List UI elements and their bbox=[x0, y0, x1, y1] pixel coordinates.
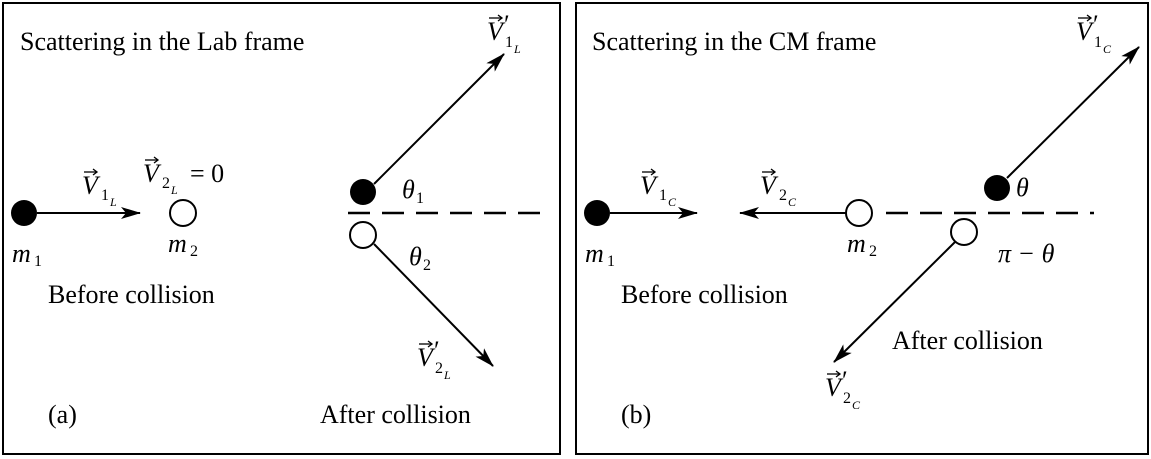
panel-a-before-caption: Before collision bbox=[48, 280, 215, 309]
theta2-label: θ 2 bbox=[409, 242, 431, 274]
svg-text:L: L bbox=[513, 42, 521, 56]
svg-text:L: L bbox=[443, 368, 451, 382]
v2-before-label: V 2 C bbox=[760, 168, 797, 209]
svg-text:2: 2 bbox=[162, 175, 170, 192]
m1-label: m 1 bbox=[12, 239, 42, 270]
v1-after-label: V ′ 1 L bbox=[487, 10, 521, 56]
svg-text:L: L bbox=[109, 195, 117, 209]
m1-particle-after bbox=[984, 175, 1010, 201]
v2-after-label: V ′ 2 L bbox=[417, 336, 451, 382]
svg-text:2: 2 bbox=[843, 390, 851, 407]
svg-text:V: V bbox=[143, 159, 162, 188]
panel-cm-frame: Scattering in the CM frame m 1 m 2 V 1 C… bbox=[575, 2, 1149, 455]
m1-particle-before bbox=[584, 200, 610, 226]
svg-text:′: ′ bbox=[434, 336, 440, 365]
m1-particle-after bbox=[350, 179, 376, 205]
svg-text:V: V bbox=[487, 17, 506, 46]
svg-text:1: 1 bbox=[101, 187, 109, 204]
svg-text:V: V bbox=[640, 171, 659, 200]
svg-text:V: V bbox=[825, 373, 844, 402]
theta-label: θ bbox=[1016, 173, 1029, 202]
panel-a-title: Scattering in the Lab frame bbox=[20, 27, 304, 56]
v1-after-arrow bbox=[373, 53, 505, 185]
svg-text:2: 2 bbox=[190, 243, 198, 260]
svg-text:C: C bbox=[668, 195, 677, 209]
panel-b-border bbox=[575, 2, 1149, 455]
svg-text:θ: θ bbox=[409, 242, 422, 271]
svg-text:′: ′ bbox=[842, 366, 848, 395]
m1-particle-before bbox=[11, 200, 37, 226]
panel-lab-frame: Scattering in the Lab frame m 1 m 2 V 1 … bbox=[2, 2, 561, 455]
svg-text:2: 2 bbox=[869, 243, 877, 260]
m2-label: m 2 bbox=[847, 229, 877, 260]
panel-b-label: (b) bbox=[621, 400, 651, 429]
svg-text:1: 1 bbox=[416, 190, 424, 207]
svg-text:V: V bbox=[417, 343, 436, 372]
svg-text:V: V bbox=[1076, 17, 1095, 46]
m2-particle-before bbox=[169, 199, 197, 227]
panel-a-border bbox=[2, 2, 561, 455]
svg-text:2: 2 bbox=[435, 360, 443, 377]
svg-text:θ: θ bbox=[402, 175, 415, 204]
m2-label: m 2 bbox=[168, 229, 198, 260]
svg-text:= 0: = 0 bbox=[190, 159, 224, 188]
svg-text:m: m bbox=[585, 239, 604, 268]
svg-text:m: m bbox=[847, 229, 866, 258]
pi-minus-theta-label: π − θ bbox=[998, 239, 1055, 268]
svg-text:m: m bbox=[12, 239, 31, 268]
v2-after-arrow bbox=[373, 243, 494, 367]
m2-particle-after bbox=[950, 218, 978, 246]
m1-label: m 1 bbox=[585, 239, 615, 270]
svg-text:′: ′ bbox=[1093, 10, 1099, 39]
theta1-label: θ 1 bbox=[402, 175, 424, 207]
svg-text:C: C bbox=[788, 195, 797, 209]
svg-text:V: V bbox=[82, 171, 101, 200]
v2-after-arrow bbox=[833, 241, 956, 363]
panel-b-after-caption: After collision bbox=[892, 326, 1043, 355]
m2-particle-before bbox=[845, 199, 873, 227]
panel-a-label: (a) bbox=[48, 400, 77, 429]
svg-text:L: L bbox=[170, 183, 178, 197]
v2-before-label: V 2 L = 0 bbox=[143, 156, 224, 197]
svg-text:2: 2 bbox=[423, 257, 431, 274]
svg-text:V: V bbox=[760, 171, 779, 200]
svg-text:C: C bbox=[852, 398, 861, 412]
svg-text:1: 1 bbox=[659, 187, 667, 204]
v1-after-label: V ′ 1 C bbox=[1076, 10, 1112, 56]
svg-text:1: 1 bbox=[607, 253, 615, 270]
v2-after-label: V ′ 2 C bbox=[825, 366, 861, 412]
v1-before-label: V 1 C bbox=[640, 168, 677, 209]
svg-text:′: ′ bbox=[504, 10, 510, 39]
svg-text:1: 1 bbox=[1094, 34, 1102, 51]
svg-text:m: m bbox=[168, 229, 187, 258]
svg-text:C: C bbox=[1103, 42, 1112, 56]
svg-text:1: 1 bbox=[34, 253, 42, 270]
panel-b-title: Scattering in the CM frame bbox=[592, 27, 876, 56]
v1-before-label: V 1 L bbox=[82, 168, 117, 209]
svg-text:2: 2 bbox=[779, 187, 787, 204]
v1-after-arrow bbox=[1006, 46, 1140, 179]
m2-particle-after bbox=[349, 221, 377, 249]
svg-text:1: 1 bbox=[505, 34, 513, 51]
panel-b-before-caption: Before collision bbox=[621, 280, 788, 309]
panel-a-after-caption: After collision bbox=[320, 400, 471, 429]
